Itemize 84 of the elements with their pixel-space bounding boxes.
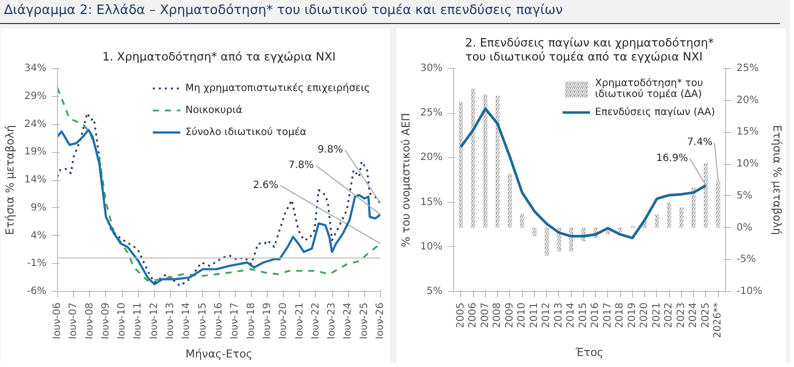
y-tick-label: 4% bbox=[30, 230, 47, 242]
x-tick-label: 2019 bbox=[626, 302, 638, 328]
x-tick-label: Ιουν-21 bbox=[294, 302, 306, 340]
y-tick-label: 9% bbox=[30, 202, 47, 214]
x-tick-label: Ιουν-23 bbox=[326, 302, 338, 340]
chart-title: 2. Επενδύσεις παγίων και χρηματοδότηση* του ιδιωτικού τομέα από τα εγχώρια ΝΧΙ bbox=[465, 36, 714, 64]
x-tick-label: 2018 bbox=[614, 302, 626, 328]
x-tick-label: 2013 bbox=[553, 302, 564, 328]
x-tick-label: 2015 bbox=[578, 302, 589, 328]
data-label: 7.4% bbox=[687, 137, 712, 148]
y-tick-label: -6% bbox=[27, 286, 47, 297]
y2-tick-label: 10% bbox=[736, 158, 759, 170]
y-axis-title: Ετήσια % μεταβολή bbox=[3, 124, 16, 235]
y2-tick-label: -5% bbox=[736, 254, 756, 266]
x-tick-label: Ιουν-12 bbox=[148, 302, 160, 340]
x-tick-label: 2008 bbox=[492, 302, 504, 328]
x-tick-label: 2007 bbox=[480, 302, 491, 328]
x-tick-label: Ιουν-26 bbox=[375, 302, 386, 340]
x-tick-label: Ιουν-07 bbox=[68, 302, 80, 340]
x-tick-label: 2020 bbox=[639, 302, 650, 328]
x-tick-label: 2011 bbox=[528, 302, 540, 328]
chart-title: 1. Χρηματοδότηση* από τα εγχώρια ΝΧΙ bbox=[102, 50, 336, 64]
x-tick-label: Ιουν-15 bbox=[197, 302, 208, 340]
y-tick-label: 15% bbox=[420, 196, 443, 208]
y-tick-label: 14% bbox=[24, 174, 47, 186]
data-label: 7.8% bbox=[288, 160, 314, 172]
x-tick-label: 2016 bbox=[590, 302, 602, 328]
y-tick-label: 10% bbox=[420, 241, 443, 252]
y-tick-label: 29% bbox=[24, 90, 47, 102]
x-tick-label: Ιουν-06 bbox=[52, 302, 63, 340]
y2-tick-label: 0% bbox=[736, 222, 752, 234]
y2-tick-label: 25% bbox=[736, 63, 759, 74]
x-tick-label: 2022 bbox=[664, 302, 675, 328]
y2-tick-label: 20% bbox=[736, 94, 759, 106]
x-tick-label: Ιουν-19 bbox=[262, 302, 273, 340]
x-tick-label: Ιουν-10 bbox=[116, 302, 128, 340]
x-tick-label: 2005 bbox=[455, 302, 466, 328]
legend-label: Σύνολο ιδιωτικού τομέα bbox=[185, 126, 307, 138]
y-tick-label: 30% bbox=[420, 63, 443, 74]
x-tick-label: 2024 bbox=[688, 302, 700, 328]
x-tick-label: 2026** bbox=[712, 302, 724, 338]
x-tick-label: Ιουν-24 bbox=[342, 302, 354, 340]
x-axis-title: Έτος bbox=[574, 346, 604, 359]
x-tick-label: 2010 bbox=[516, 302, 528, 328]
x-tick-label: 2021 bbox=[651, 302, 662, 328]
legend-label: Νοικοκυριά bbox=[185, 104, 242, 116]
x-tick-label: Ιουν-16 bbox=[214, 302, 225, 340]
y2-axis-title: Ετήσια % μεταβολή bbox=[770, 125, 784, 236]
x-tick-label: Ιουν-20 bbox=[278, 302, 290, 340]
x-tick-label: Ιουν-22 bbox=[310, 302, 322, 340]
y-axis-title: % του ονομαστικού ΑΕΠ bbox=[399, 112, 412, 248]
data-label: 16.9% bbox=[656, 153, 688, 164]
y2-tick-label: -10% bbox=[736, 286, 762, 297]
data-label: 9.8% bbox=[318, 144, 343, 156]
x-tick-label: Ιουν-09 bbox=[100, 302, 112, 340]
data-label: 2.6% bbox=[252, 180, 278, 192]
x-axis-title: Μήνας-Ετος bbox=[185, 347, 253, 360]
x-tick-label: 2012 bbox=[541, 302, 552, 328]
y2-tick-label: 15% bbox=[736, 126, 759, 138]
y-tick-label: 24% bbox=[24, 118, 47, 130]
x-tick-label: 2014 bbox=[566, 302, 577, 328]
y-tick-label: 5% bbox=[426, 286, 443, 297]
x-tick-label: Ιουν-14 bbox=[181, 302, 192, 340]
x-tick-label: Ιουν-17 bbox=[230, 302, 241, 340]
x-tick-label: 2017 bbox=[602, 302, 614, 328]
y-tick-label: -1% bbox=[27, 258, 47, 270]
legend-label: Επενδύσεις παγίων (ΑΑ) bbox=[595, 106, 715, 118]
x-tick-label: 2006 bbox=[468, 302, 479, 328]
y2-tick-label: 5% bbox=[736, 190, 752, 202]
x-tick-label: Ιουν-13 bbox=[165, 302, 176, 340]
x-tick-label: 2025 bbox=[700, 302, 712, 328]
y-tick-label: 19% bbox=[24, 146, 47, 158]
y-tick-label: 34% bbox=[24, 63, 47, 74]
y-tick-label: 25% bbox=[420, 108, 443, 119]
x-tick-label: 2009 bbox=[504, 302, 516, 328]
x-tick-label: Ιουν-25 bbox=[358, 302, 370, 340]
text: Διάγραμμα 2: Ελλάδα – Χρηματοδότηση* του ιδιωτικού τομέα και επενδύσεις παγίων bbox=[0, 0, 780, 24]
x-tick-label: Ιουν-18 bbox=[246, 302, 257, 340]
legend-label: Μη χρηματοπιστωτικές επιχειρήσεις bbox=[185, 82, 370, 94]
y-tick-label: 20% bbox=[420, 152, 443, 164]
legend-label: Χρηματοδότηση* του ιδιωτικού τομέα (ΔΑ) bbox=[595, 78, 704, 100]
x-tick-label: Ιουν-11 bbox=[132, 302, 144, 340]
x-tick-label: Ιουν-08 bbox=[84, 302, 96, 340]
x-tick-label: 2023 bbox=[676, 302, 687, 328]
